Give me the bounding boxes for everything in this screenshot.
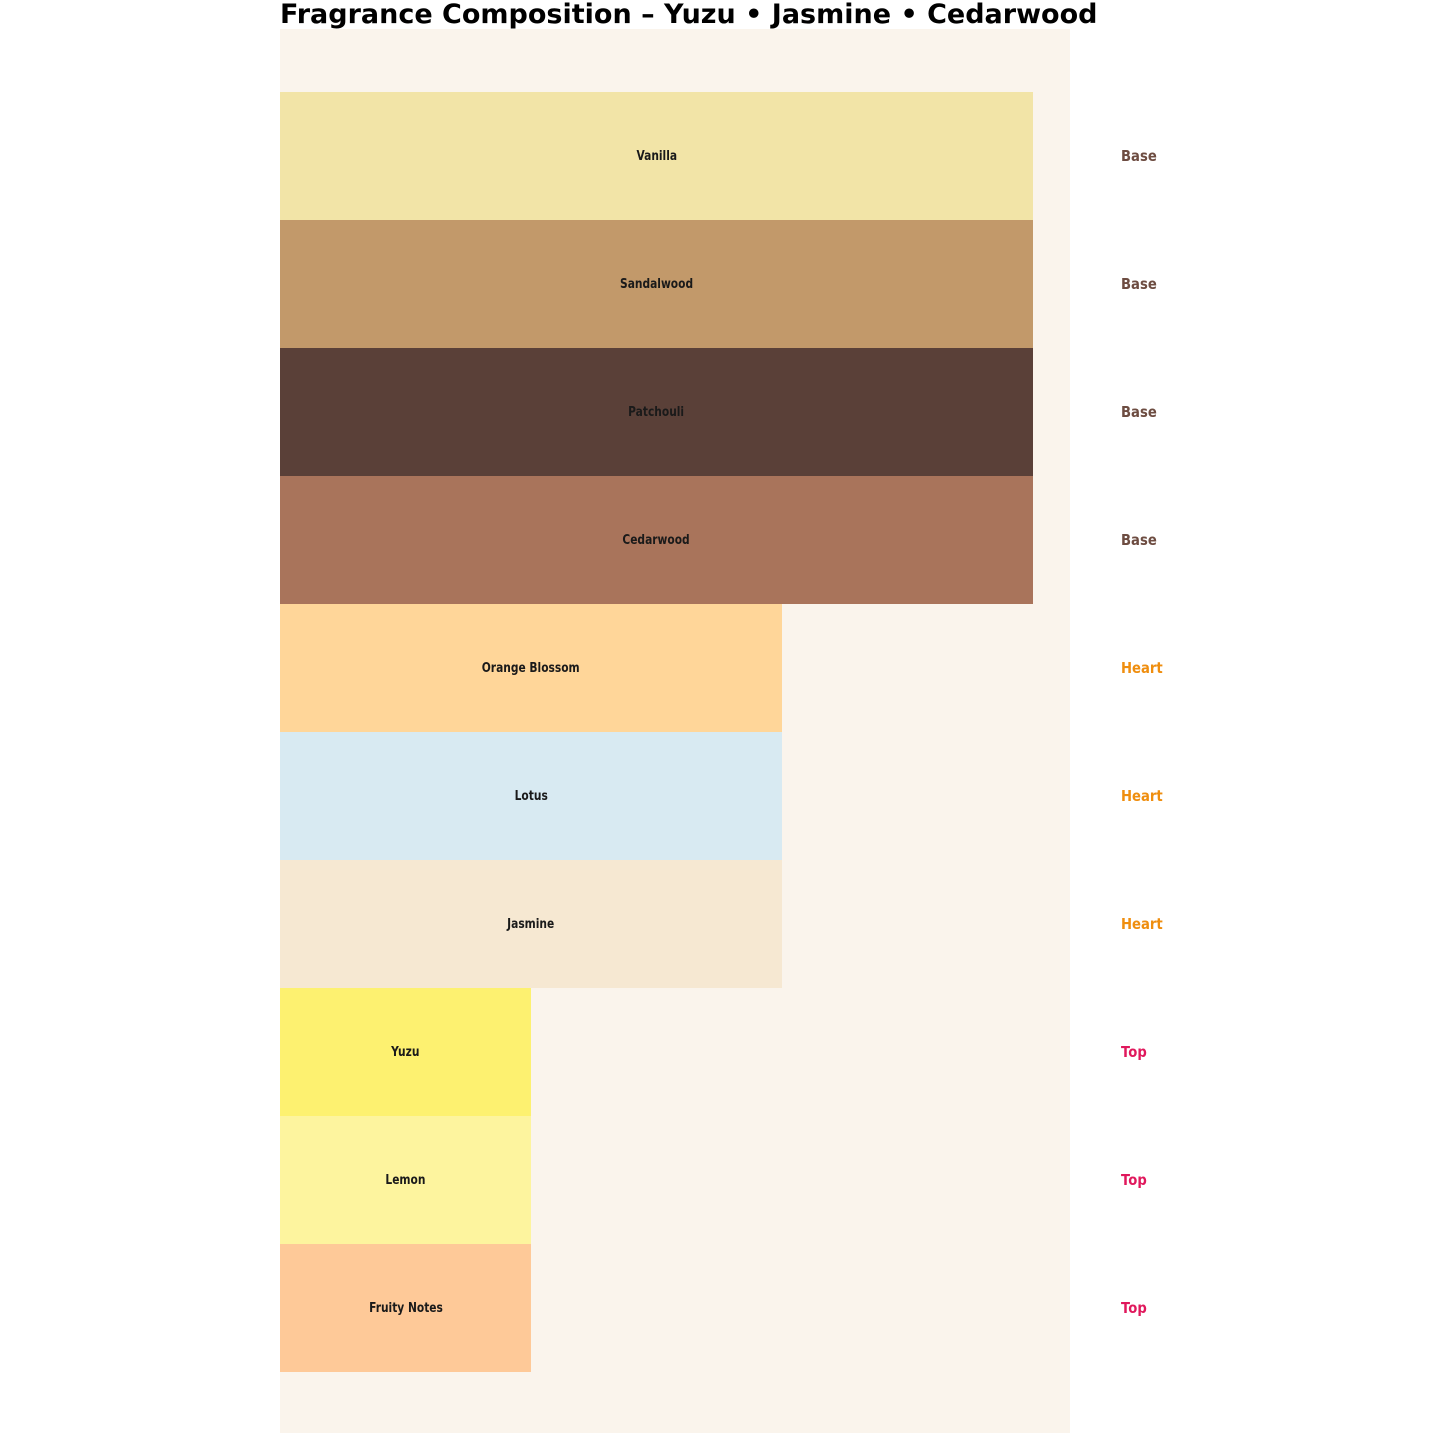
tier-label-text: Heart — [1121, 915, 1163, 933]
bar-label: Yuzu — [391, 1044, 420, 1060]
bar-lotus: Lotus — [280, 732, 782, 860]
tier-label-text: Heart — [1121, 787, 1163, 805]
bar-label: Sandalwood — [619, 276, 694, 292]
bar-lemon: Lemon — [280, 1116, 531, 1244]
chart-title: Fragrance Composition – Yuzu • Jasmine •… — [280, 0, 1098, 30]
tier-label-lemon: Top — [1121, 1116, 1150, 1244]
tier-label-patchouli: Base — [1121, 348, 1162, 476]
bar-fruity-notes: Fruity Notes — [280, 1244, 531, 1372]
tier-label-cedarwood: Base — [1121, 476, 1162, 604]
tier-label-fruity-notes: Top — [1121, 1244, 1150, 1372]
tier-label-text: Base — [1121, 275, 1157, 293]
tier-label-text: Heart — [1121, 659, 1163, 677]
bar-label: Orange Blossom — [482, 660, 580, 676]
bar-patchouli: Patchouli — [280, 348, 1033, 476]
tier-label-text: Base — [1121, 147, 1157, 165]
bar-jasmine: Jasmine — [280, 860, 782, 988]
tier-label-text: Top — [1121, 1171, 1147, 1189]
plot-area: Vanilla Sandalwood Patchouli Cedarwood Orang… — [280, 29, 1070, 1433]
tier-label-text: Top — [1121, 1043, 1147, 1061]
bar-orange-blossom: Orange Blossom — [280, 604, 782, 732]
bar-label: Jasmine — [507, 916, 555, 932]
tier-label-lotus: Heart — [1121, 732, 1168, 860]
bar-label: Patchouli — [628, 404, 685, 420]
bar-vanilla: Vanilla — [280, 92, 1033, 220]
tier-label-sandalwood: Base — [1121, 220, 1162, 348]
tier-label-text: Base — [1121, 403, 1157, 421]
tier-label-yuzu: Top — [1121, 988, 1150, 1116]
tier-label-vanilla: Base — [1121, 92, 1162, 220]
bar-label: Fruity Notes — [368, 1300, 443, 1316]
bar-label: Vanilla — [636, 148, 677, 164]
tier-label-jasmine: Heart — [1121, 860, 1168, 988]
bar-label: Lemon — [385, 1172, 426, 1188]
bar-label: Lotus — [514, 788, 548, 804]
bar-label: Cedarwood — [622, 532, 691, 548]
tier-label-orange-blossom: Heart — [1121, 604, 1168, 732]
bar-yuzu: Yuzu — [280, 988, 531, 1116]
tier-label-text: Base — [1121, 531, 1157, 549]
tier-label-text: Top — [1121, 1299, 1147, 1317]
bar-cedarwood: Cedarwood — [280, 476, 1033, 604]
bar-sandalwood: Sandalwood — [280, 220, 1033, 348]
